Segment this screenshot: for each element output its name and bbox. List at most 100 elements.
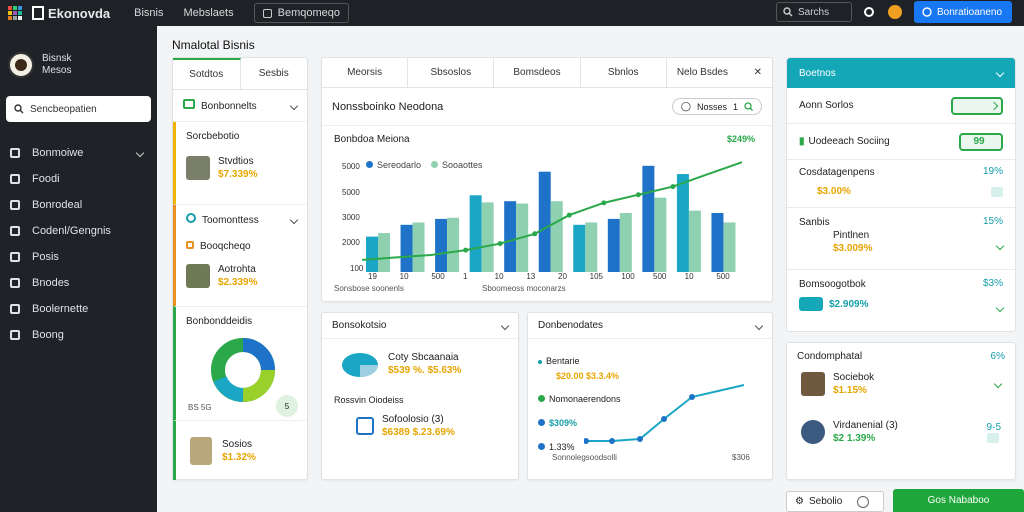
chart-footer-right: Sboomeoss moconarzs <box>482 284 566 293</box>
search-icon <box>14 104 24 114</box>
sidebar-item-6[interactable]: Bnodes <box>0 270 157 296</box>
tab-main-5-label: Nelo Bsdes <box>676 67 728 78</box>
tab-main-3[interactable]: Bomsdeos <box>494 58 581 87</box>
close-icon[interactable]: ✕ <box>753 67 763 78</box>
right-panel-header[interactable]: Boetnos <box>787 58 1015 88</box>
trend-point <box>601 200 607 206</box>
item-value: $1.15% <box>833 385 867 396</box>
row-label: Aonn Sorlos <box>799 100 854 111</box>
chevron-down-icon[interactable] <box>500 321 510 330</box>
settings-row-4: Sanbis Pintlnen $3.009% 15% <box>787 208 1015 270</box>
row-value: $3.009% <box>833 243 873 254</box>
nav-link-2[interactable]: Mebslaets <box>183 7 234 19</box>
right-panel: Boetnos Aonn Sorlos ▮ Uodeeach Sociing 99… <box>786 57 1016 332</box>
bar-0-10 <box>711 213 724 272</box>
sidebar-item-8[interactable]: Boong <box>0 322 157 348</box>
x-tick: 10 <box>399 272 409 281</box>
trend-label: $249% <box>727 134 756 144</box>
list-item[interactable]: Sociebok $1.15% <box>787 369 1015 399</box>
list-item[interactable]: Sosios $1.32% <box>173 420 307 480</box>
primary-button[interactable]: Gos Nababoo <box>893 489 1024 512</box>
right-panel-2: Condomphatal 6% Sociebok $1.15% Virdaneni… <box>786 342 1016 480</box>
chevron-down-icon[interactable] <box>754 321 764 330</box>
tab-left-2[interactable]: Sesbis <box>258 68 289 79</box>
row-pct: 6% <box>990 350 1005 362</box>
chart-filter[interactable]: ◯ Nosses 1 <box>671 98 762 115</box>
item-name: Coty Sbcaanaia <box>388 352 459 363</box>
profile[interactable]: Bisnsk Mesos <box>0 26 157 86</box>
apps-grid-icon[interactable] <box>8 6 22 20</box>
cart-icon <box>356 417 374 435</box>
tab-main-4[interactable]: Sbnlos <box>581 58 667 87</box>
nav-link-3[interactable]: Bemqomeqo <box>253 3 349 23</box>
notification-icon[interactable] <box>888 5 902 19</box>
bar-0-8 <box>642 165 655 272</box>
card-title: Bonsokotsio <box>332 320 387 331</box>
top-search[interactable]: Sarchs <box>776 2 852 22</box>
nav-link-3-label: Bemqomeqo <box>277 7 340 19</box>
toggle-switch[interactable] <box>951 96 1003 115</box>
group-header-2[interactable]: Toomonttess <box>173 204 307 234</box>
bar-0-1 <box>400 224 413 272</box>
list-item[interactable]: Coty Sbcaanaia $539 %. $5.63% <box>322 339 518 379</box>
sidebar-item-2[interactable]: Foodi <box>0 166 157 192</box>
sidebar-item-3[interactable]: Bonrodeal <box>0 192 157 218</box>
card-footer-left: Sonnolegsoodsolli <box>552 453 617 462</box>
avatar <box>8 52 34 78</box>
chevron-down-icon[interactable] <box>993 379 1003 389</box>
sidebar-item-1[interactable]: Bonmoiwe <box>0 140 157 166</box>
list-item[interactable]: Sofoolosio (3) $6389 $.23.69% <box>322 405 518 439</box>
chevron-down-icon[interactable] <box>983 241 1005 252</box>
x-tick: 500 <box>716 272 730 281</box>
list-item[interactable]: Aotrohta $2.339% <box>186 263 297 289</box>
product-image <box>801 372 825 396</box>
y-tick: 100 <box>350 264 364 273</box>
tab-main-1[interactable]: Meorsis <box>322 58 409 87</box>
sidebar-search-input[interactable]: Sencbeopatien <box>6 96 151 122</box>
item-value: $6389 $.23.69% <box>382 427 455 438</box>
chart-title: Bonbdoa Meiona <box>334 134 410 145</box>
y-tick: 5000 <box>342 188 360 197</box>
count-badge[interactable]: 99 <box>959 132 1003 151</box>
list-item[interactable]: Stvdtios $7.339% <box>186 155 297 181</box>
chevron-down-icon[interactable] <box>983 303 1005 314</box>
donut-chart <box>211 338 275 402</box>
sidebar-item-5[interactable]: Posis <box>0 244 157 270</box>
bar-0-0 <box>366 236 378 272</box>
settings-row-5: Bomsoogotbok $2.909% $3% <box>787 270 1015 326</box>
row-label: Uodeeach Sociing <box>808 136 890 147</box>
group-title: Bonbonddeidis <box>186 316 253 327</box>
list-item[interactable]: Virdanenial (3) $2 1.39% 9-5 <box>787 399 1015 445</box>
sidebar-item-label: Bonrodeal <box>32 199 83 211</box>
top-action-button[interactable]: Bonratioaneno <box>914 1 1012 23</box>
sidebar-item-7[interactable]: Boolernette <box>0 296 157 322</box>
sidebar-item-label: Foodi <box>32 173 60 185</box>
settings-icon[interactable] <box>862 5 876 19</box>
x-axis-ticks: 19 10 500 1 10 13 20 105 100 500 10 500 <box>362 272 742 282</box>
x-tick: 500 <box>431 272 445 281</box>
group-item-name: Sorcbebotio <box>186 131 240 142</box>
y-tick: 3000 <box>342 213 360 222</box>
settings-row-1: Aonn Sorlos <box>787 88 1015 124</box>
x-tick: 13 <box>526 272 536 281</box>
item-value: $1.32% <box>222 451 256 463</box>
brand[interactable]: Ekonovda <box>32 6 110 21</box>
tab-main-5[interactable]: Nelo Bsdes ✕ <box>667 58 772 87</box>
stat-row-1: Bentarie <box>538 349 621 373</box>
sidebar-item-4[interactable]: Codenl/Gengnis <box>0 218 157 244</box>
secondary-button[interactable]: ⚙ Sebolio <box>786 491 884 512</box>
tab-left-1[interactable]: Sotdtos <box>173 58 241 89</box>
search-icon <box>186 213 196 223</box>
chevron-down-icon <box>135 148 145 158</box>
legend-item-2: Sooaottes <box>431 160 483 170</box>
bar-1-1 <box>412 222 425 272</box>
group-2-body: Booqcheqo Aotrohta $2.339% <box>173 234 307 306</box>
donut-badge[interactable]: 5 <box>276 395 298 417</box>
group-header-1[interactable]: Bonbonnelts <box>173 90 307 122</box>
nav-link-1[interactable]: Bisnis <box>134 7 164 19</box>
x-tick: 100 <box>621 272 635 281</box>
y-tick: 2000 <box>342 238 360 247</box>
settings-row-2: ▮ Uodeeach Sociing 99 <box>787 124 1015 160</box>
item-name: Sosios <box>222 438 253 450</box>
tab-main-2[interactable]: Sbsoslos <box>408 58 495 87</box>
